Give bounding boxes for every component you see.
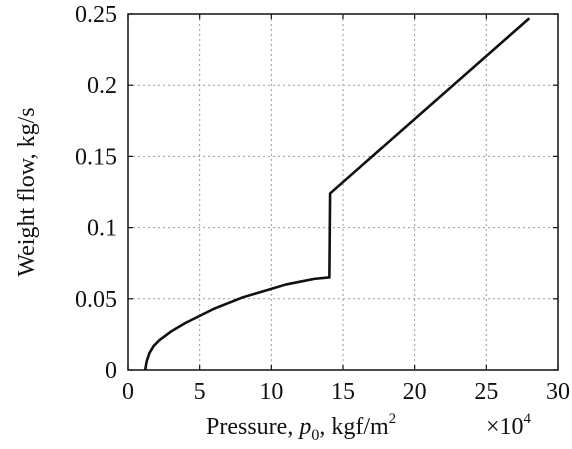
y-axis-label: Weight flow, kg/s	[14, 107, 40, 276]
x-axis-label-units: , kgf/m	[319, 414, 389, 440]
y-tick-label-5: 0.25	[75, 2, 117, 28]
x-axis-multiplier-exponent: 4	[524, 411, 532, 427]
ticks	[127, 13, 559, 371]
x-tick-label-4: 20	[403, 379, 427, 405]
series	[143, 17, 531, 371]
grid	[128, 14, 558, 370]
x-axis-label-units-superscript: 2	[389, 411, 397, 427]
x-tick-label-6: 30	[546, 379, 570, 405]
x-axis-multiplier: ×104	[486, 411, 532, 440]
y-tick-label-4: 0.2	[87, 73, 117, 99]
x-axis-label-prefix: Pressure,	[206, 414, 299, 440]
x-tick-labels: 0 5 10 15 20 25 30	[122, 379, 570, 405]
x-tick-label-3: 15	[331, 379, 355, 405]
y-tick-label-1: 0.05	[75, 287, 117, 313]
axes-frame	[127, 13, 559, 371]
y-tick-labels: 0 0.05 0.1 0.15 0.2 0.25	[75, 2, 117, 384]
y-tick-label-2: 0.1	[87, 216, 117, 242]
y-tick-label-3: 0.15	[75, 144, 117, 170]
y-tick-label-0: 0	[105, 358, 117, 384]
x-tick-label-0: 0	[122, 379, 134, 405]
x-tick-label-1: 5	[194, 379, 206, 405]
x-axis-label: Pressure, p0, kgf/m2	[206, 411, 396, 444]
x-tick-label-5: 25	[474, 379, 498, 405]
x-axis-label-variable: p	[297, 414, 311, 440]
series-line-0	[143, 17, 531, 371]
x-tick-label-2: 10	[259, 379, 283, 405]
x-axis-label-subscript: 0	[311, 427, 319, 444]
x-axis-multiplier-base: ×10	[486, 414, 524, 440]
